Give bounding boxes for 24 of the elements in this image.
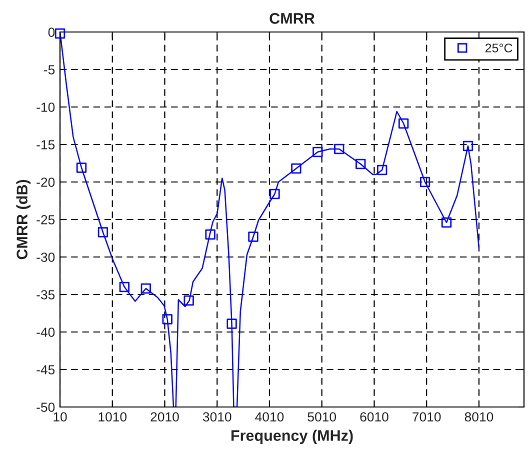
y-tick-label: -30 xyxy=(36,252,55,262)
x-tick-label: 1010 xyxy=(98,412,127,422)
y-tick-label: -45 xyxy=(36,365,55,374)
x-axis-title: Frequency (MHz) xyxy=(231,430,353,444)
x-tick-label: 6010 xyxy=(360,412,388,422)
y-tick-label: 0 xyxy=(48,28,55,37)
y-tick-label: -25 xyxy=(36,215,55,224)
chart-title: CMRR xyxy=(270,13,315,24)
x-tick-label: 4010 xyxy=(255,412,284,422)
x-tick-label: 10 xyxy=(54,412,67,422)
legend-label: 25°C xyxy=(485,44,512,52)
y-tick-label: -35 xyxy=(36,290,55,300)
x-tick-label: 7010 xyxy=(412,412,441,422)
y-tick-label: -5 xyxy=(44,65,55,74)
y-tick-label: -40 xyxy=(36,328,55,337)
x-tick-label: 5010 xyxy=(308,412,336,422)
y-tick-label: -10 xyxy=(36,102,55,112)
y-tick-label: -15 xyxy=(36,140,55,150)
y-tick-label: -50 xyxy=(36,402,55,412)
x-tick-label: 3010 xyxy=(202,412,232,422)
x-tick-label: 8010 xyxy=(464,412,494,422)
y-axis-title: CMRR (dB) xyxy=(16,180,31,260)
x-tick-label: 2010 xyxy=(150,412,179,422)
y-tick-label: -20 xyxy=(36,178,55,187)
